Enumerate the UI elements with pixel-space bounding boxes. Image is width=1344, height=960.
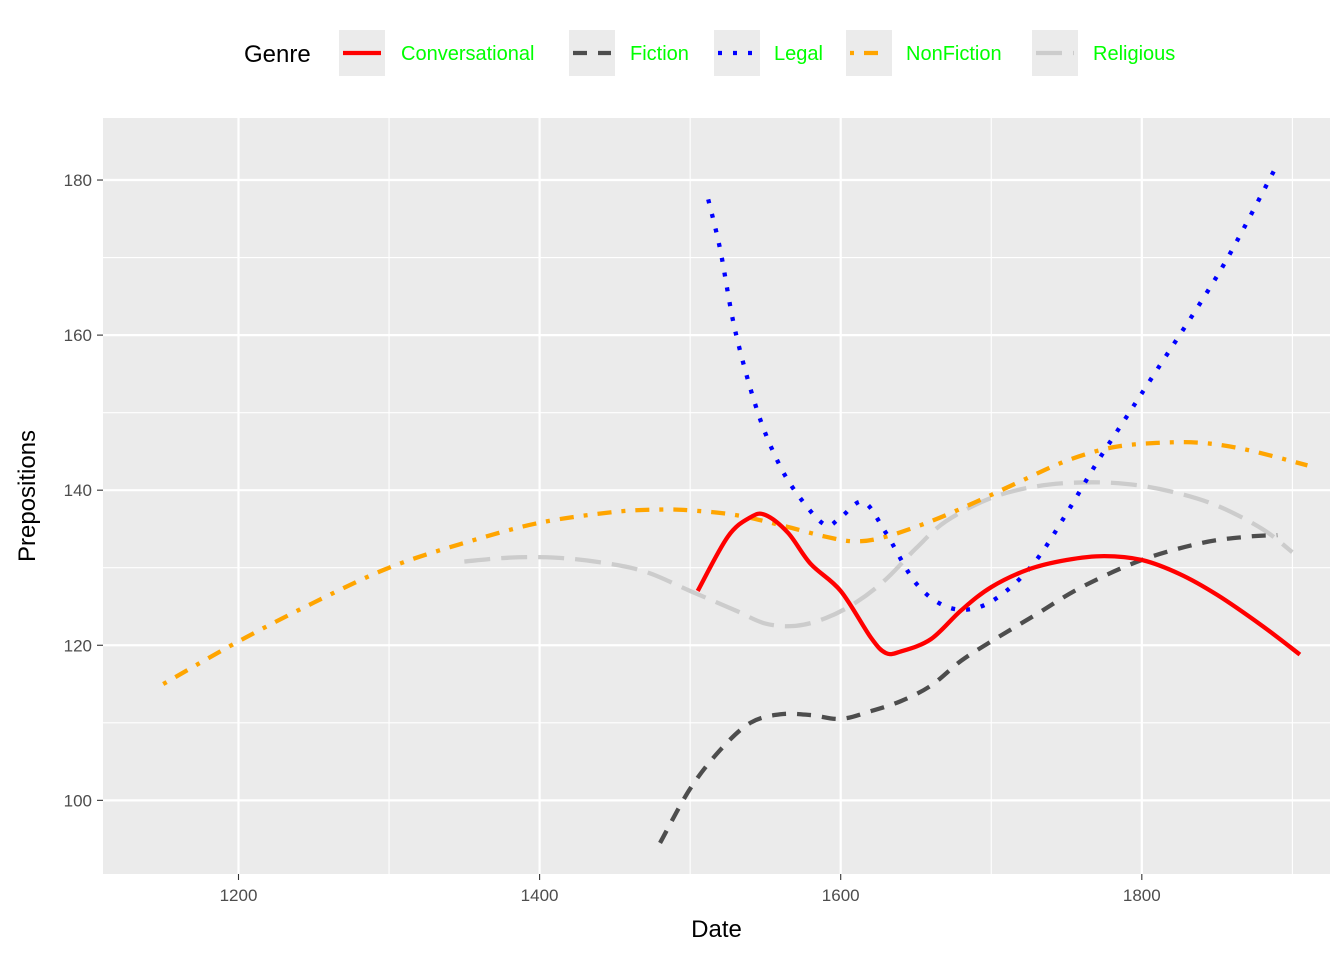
plot-panel	[103, 118, 1330, 874]
legend: Genre Conversational Fiction Legal NonFicti…	[244, 30, 1175, 76]
x-tick-label: 1400	[521, 886, 559, 905]
y-tick-label: 120	[64, 636, 92, 655]
x-tick-label: 1800	[1123, 886, 1161, 905]
series-lines	[162, 163, 1308, 845]
legend-title: Genre	[244, 41, 311, 68]
series-line-nonfiction	[162, 440, 1308, 686]
legend-label-fiction: Fiction	[630, 43, 689, 65]
y-axis-title: Prepositions	[14, 430, 41, 562]
x-axis-title: Date	[691, 916, 742, 943]
legend-label-legal: Legal	[774, 43, 823, 65]
axis-ticks: 1200 1400 1600 1800 100 120 140 160 180	[64, 171, 1161, 905]
legend-label-conversational: Conversational	[401, 43, 534, 65]
y-tick-label: 160	[64, 326, 92, 345]
series-line-religious	[464, 480, 1294, 629]
legend-label-religious: Religious	[1093, 43, 1175, 65]
legend-label-nonfiction: NonFiction	[906, 43, 1002, 65]
y-tick-label: 140	[64, 481, 92, 500]
grid-lines	[103, 118, 1330, 874]
y-tick-label: 100	[64, 791, 92, 810]
series-line-fiction	[658, 533, 1278, 845]
x-tick-label: 1200	[220, 886, 258, 905]
x-tick-label: 1600	[822, 886, 860, 905]
series-line-conversational	[695, 511, 1302, 657]
y-tick-label: 180	[64, 171, 92, 190]
series-line-legal	[706, 163, 1280, 612]
